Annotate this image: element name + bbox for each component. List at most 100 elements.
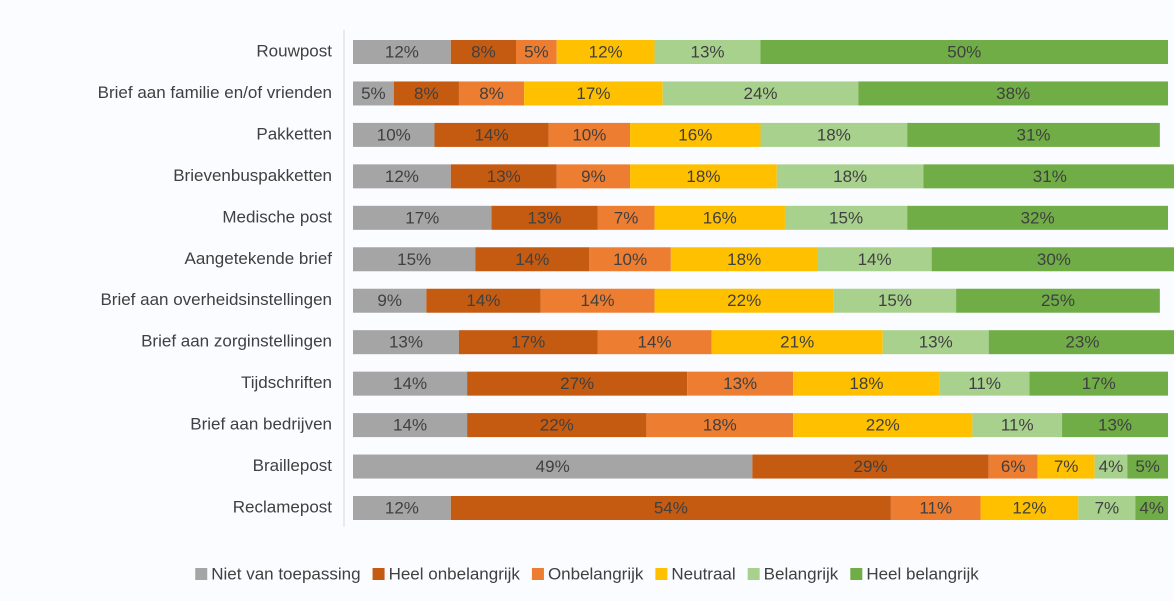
bar-segment	[907, 205, 1168, 230]
bar-segment	[760, 40, 1168, 64]
bar-segment	[1127, 454, 1168, 479]
bar-segment	[670, 247, 818, 272]
bar-segment	[1029, 371, 1168, 396]
bar-segment	[353, 288, 427, 313]
bar-segment	[956, 288, 1160, 313]
data-label: 14%	[858, 250, 892, 269]
data-label: 7%	[1095, 498, 1120, 517]
data-label: 32%	[1021, 208, 1055, 227]
data-label: 8%	[471, 42, 496, 61]
data-label: 18%	[703, 416, 737, 435]
bar-segment	[353, 205, 492, 230]
bar-segment	[711, 330, 883, 355]
data-label: 10%	[613, 250, 647, 269]
bar-segment	[597, 205, 655, 230]
bar-segment	[353, 496, 451, 520]
data-label: 5%	[361, 84, 386, 103]
bar-segment	[988, 330, 1174, 355]
bar-segment	[931, 247, 1174, 272]
legend-label: Neutraal	[671, 564, 735, 583]
bar-segment	[426, 288, 541, 313]
data-label: 18%	[686, 167, 720, 186]
y-tick-label: Medische post	[222, 207, 332, 226]
data-label: 21%	[780, 333, 814, 352]
legend-swatch	[531, 568, 544, 580]
y-tick-label: Aangetekende brief	[185, 249, 333, 268]
data-label: 7%	[614, 208, 639, 227]
data-label: 25%	[1041, 291, 1075, 310]
bar-segment	[654, 205, 785, 230]
bar-segment	[858, 81, 1168, 106]
bar-segment	[467, 413, 647, 438]
bar-segment	[516, 40, 557, 64]
bar-segment	[760, 122, 908, 147]
bar-segment	[450, 164, 557, 189]
bar-segment	[923, 164, 1174, 189]
bar-segment	[556, 40, 655, 64]
data-label: 11%	[919, 498, 952, 517]
bar-segment	[450, 496, 891, 520]
data-label: 11%	[1001, 416, 1034, 435]
bar-segment	[972, 413, 1063, 438]
bar-segment	[907, 122, 1160, 147]
data-label: 22%	[866, 416, 900, 435]
y-tick-label: Braillepost	[253, 456, 333, 475]
data-label: 13%	[487, 167, 521, 186]
bar-segment	[589, 247, 671, 272]
data-label: 5%	[524, 42, 549, 61]
legend-swatch	[850, 568, 863, 580]
bar-segment	[1135, 496, 1168, 520]
bar-segment	[467, 371, 688, 396]
bar-segment	[939, 371, 1030, 396]
data-label: 14%	[393, 416, 427, 435]
bar-segment	[833, 288, 957, 313]
y-tick-label: Reclamepost	[233, 497, 332, 516]
bar-segment	[793, 371, 940, 396]
data-label: 50%	[947, 42, 981, 61]
data-label: 13%	[723, 374, 757, 393]
data-label: 13%	[1098, 416, 1132, 435]
legend-label: Belangrijk	[764, 564, 839, 583]
data-label: 14%	[393, 374, 427, 393]
data-label: 38%	[996, 84, 1030, 103]
data-label: 4%	[1139, 498, 1164, 517]
y-tick-label: Brief aan zorginstellingen	[141, 332, 332, 351]
data-label: 14%	[475, 125, 509, 144]
data-label: 10%	[572, 125, 606, 144]
data-label: 14%	[580, 291, 614, 310]
bar-segment	[1094, 454, 1128, 479]
data-label: 4%	[1099, 457, 1124, 476]
data-label: 16%	[678, 125, 712, 144]
data-label: 23%	[1065, 333, 1099, 352]
bar-segment	[450, 40, 516, 64]
data-label: 16%	[703, 208, 737, 227]
data-label: 12%	[385, 42, 419, 61]
bar-segment	[458, 81, 525, 106]
bar-segment	[654, 40, 761, 64]
data-label: 13%	[528, 208, 562, 227]
bar-segment	[491, 205, 598, 230]
data-label: 14%	[638, 333, 672, 352]
data-label: 29%	[854, 457, 888, 476]
bar-segment	[353, 164, 451, 189]
bar-segment	[630, 164, 777, 189]
data-label: 12%	[385, 167, 419, 186]
bar-segment	[687, 371, 794, 396]
bar-segment	[646, 413, 794, 438]
data-label: 7%	[1054, 457, 1079, 476]
data-label: 15%	[829, 208, 863, 227]
legend-label: Niet van toepassing	[211, 564, 360, 583]
data-label: 18%	[817, 125, 851, 144]
y-tick-label: Tijdschriften	[241, 373, 332, 392]
bar-segment	[556, 164, 631, 189]
bar-segment	[662, 81, 859, 106]
y-tick-label: Rouwpost	[256, 41, 332, 60]
data-label: 31%	[1033, 167, 1067, 186]
data-label: 49%	[536, 457, 570, 476]
bar-segment	[353, 454, 753, 479]
data-label: 8%	[414, 84, 439, 103]
data-label: 17%	[576, 84, 610, 103]
y-tick-label: Brief aan familie en/of vrienden	[98, 83, 332, 102]
bar-segment	[597, 330, 712, 355]
